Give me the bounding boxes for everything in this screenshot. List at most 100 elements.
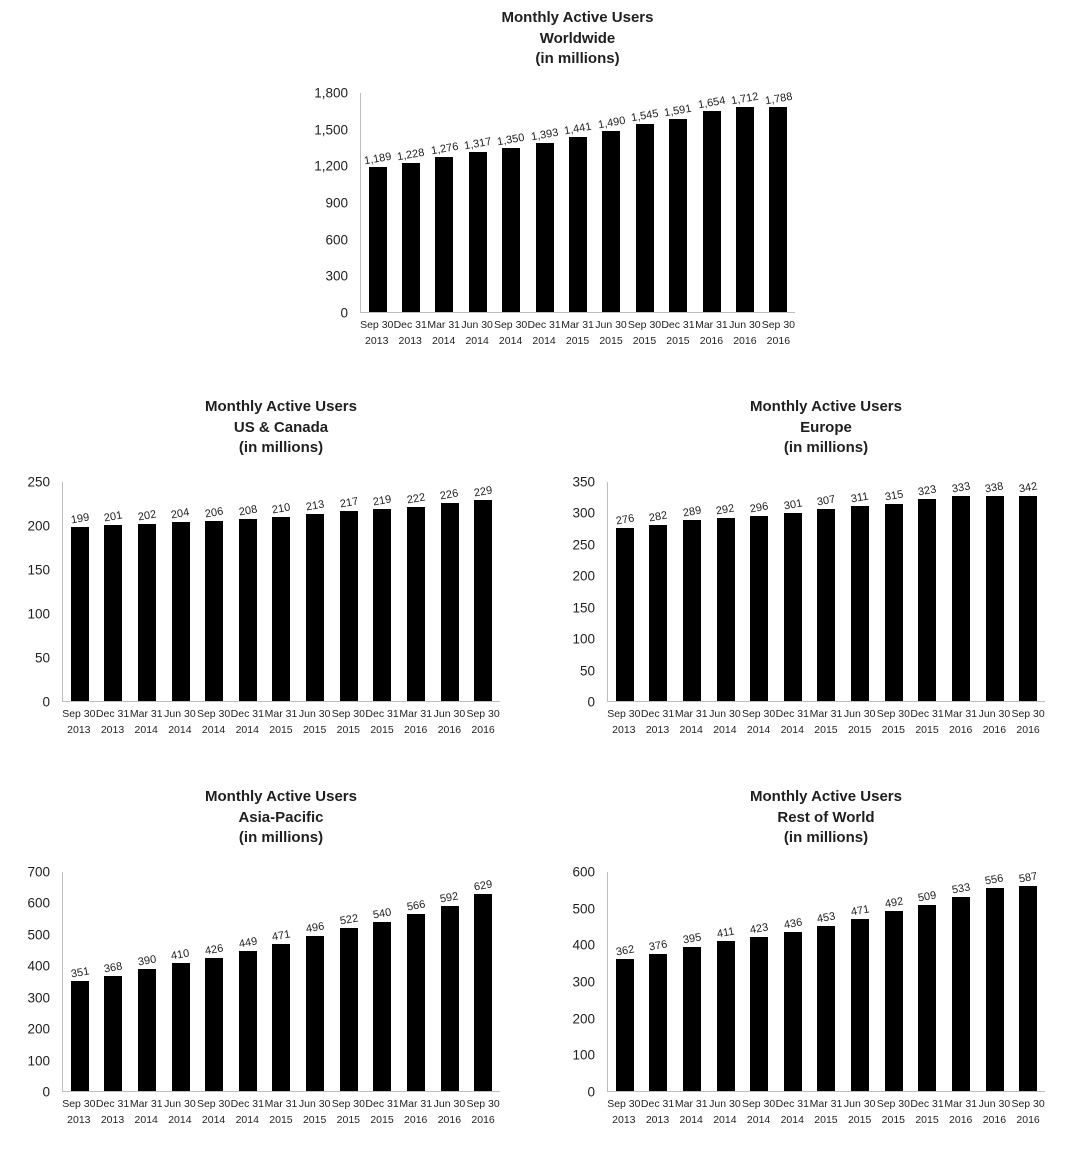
bar-value-label: 204 xyxy=(170,506,191,522)
bar-value-label: 1,350 xyxy=(496,131,526,149)
x-axis-category-label: Dec 31 2015 xyxy=(910,1097,944,1129)
x-axis-category-line: Jun 30 xyxy=(709,1098,741,1111)
x-axis-category-line: 2015 xyxy=(666,334,690,347)
x-axis-category-line: Sep 30 xyxy=(196,708,231,721)
x-axis-category-line: 2015 xyxy=(599,334,623,347)
x-axis-category-line: Sep 30 xyxy=(761,319,795,332)
x-axis-category-label: Sep 30 2015 xyxy=(332,1097,366,1129)
bar-value-label: 1,441 xyxy=(563,120,593,138)
bar-slot: 199 xyxy=(63,482,97,702)
plot-area: 1,189 1,228 1,276 1,317 1,350 1,393 1,441 1,490… xyxy=(360,91,795,314)
x-axis-category-line: 2016 xyxy=(733,334,757,347)
plot-column: 199 201 202 204 206 208 210 213 217 219 222 226 229 … xyxy=(62,482,500,739)
bar xyxy=(440,503,459,702)
x-axis-category-line: Dec 31 xyxy=(775,1098,809,1111)
bar xyxy=(851,506,870,702)
bar xyxy=(783,512,802,702)
bar-slot: 566 xyxy=(399,872,433,1092)
x-axis-category-line: Dec 31 xyxy=(230,708,264,721)
bar-value-label: 376 xyxy=(648,938,669,954)
bar-value-label: 540 xyxy=(372,906,393,922)
bar xyxy=(985,496,1004,702)
chart-worldwide: Monthly Active Users Worldwide (in million… xyxy=(308,8,795,350)
x-axis-category-label: Jun 30 2015 xyxy=(843,1097,877,1129)
bar xyxy=(339,510,358,702)
x-axis-category-line: Sep 30 xyxy=(741,708,776,721)
x-axis-category-label: Jun 30 2014 xyxy=(708,707,742,739)
x-axis-category-line: 2015 xyxy=(632,334,657,347)
x-axis-category-label: Jun 30 2015 xyxy=(843,707,877,739)
bar-slot: 208 xyxy=(231,482,265,702)
bar xyxy=(918,498,937,702)
x-axis-category-line: 2015 xyxy=(814,723,838,736)
bar xyxy=(1019,886,1038,1092)
bar-slot: 1,317 xyxy=(461,93,494,313)
x-axis-category-line: 2014 xyxy=(168,723,192,736)
bar xyxy=(750,936,769,1092)
x-axis-category-line: 2014 xyxy=(235,1113,259,1126)
x-axis-category-line: 2014 xyxy=(746,1113,771,1126)
bar xyxy=(104,975,123,1092)
plot-column: 1,189 1,228 1,276 1,317 1,350 1,393 1,441 1,490… xyxy=(360,91,795,350)
x-axis-category-label: Mar 31 2016 xyxy=(695,318,728,350)
bar-value-label: 301 xyxy=(782,497,803,513)
x-axis-category-label: Sep 30 2016 xyxy=(1011,1097,1045,1129)
bar-value-label: 1,276 xyxy=(429,140,460,158)
y-axis-tick-label: 200 xyxy=(572,568,595,584)
bar-slot: 533 xyxy=(944,872,978,1092)
x-axis-category-line: Mar 31 xyxy=(944,1098,978,1111)
x-axis-category-line: Sep 30 xyxy=(1011,1098,1045,1111)
bar-value-label: 436 xyxy=(782,916,803,932)
x-axis-category-line: 2014 xyxy=(465,334,489,347)
bar-slot: 362 xyxy=(608,872,642,1092)
x-axis-category-line: 2015 xyxy=(336,1113,361,1126)
x-axis-category-label: Jun 30 2015 xyxy=(298,707,332,739)
bar xyxy=(402,162,421,313)
x-axis-category-label: Sep 30 2013 xyxy=(62,707,96,739)
bar-slot: 471 xyxy=(843,872,877,1092)
y-axis-tick-label: 100 xyxy=(572,631,595,647)
bar xyxy=(468,151,487,313)
bar-value-label: 492 xyxy=(883,895,904,911)
x-axis-category-line: 2015 xyxy=(915,723,939,736)
y-axis-tick-label: 1,500 xyxy=(314,122,348,138)
bar xyxy=(205,957,224,1092)
x-axis-category-line: Mar 31 xyxy=(674,1098,708,1111)
x-axis-category-label: Dec 31 2014 xyxy=(775,707,809,739)
x-axis-category-line: Dec 31 xyxy=(640,708,675,721)
bar-slot: 289 xyxy=(675,482,709,702)
y-axis-tick-label: 400 xyxy=(27,958,50,974)
x-axis-category-label: Jun 30 2016 xyxy=(978,1097,1012,1129)
bar-value-label: 411 xyxy=(715,925,736,941)
x-axis-category-label: Sep 30 2013 xyxy=(607,1097,641,1129)
x-axis-category-label: Dec 31 2013 xyxy=(641,707,675,739)
chart-plot-row: 0 300 600 900 1,200 1,500 1,800 1,189 1,228 1,27… xyxy=(308,86,795,350)
x-axis-category-line: 2013 xyxy=(398,334,422,347)
bar-slot: 296 xyxy=(742,482,776,702)
bar-value-label: 390 xyxy=(136,953,158,969)
x-axis-category-label: Jun 30 2016 xyxy=(978,707,1012,739)
y-axis: 0 100 200 300 400 500 600 700 xyxy=(10,865,62,1100)
bar-value-label: 1,393 xyxy=(530,126,560,143)
y-axis-tick-label: 50 xyxy=(34,650,50,666)
bar-slot: 1,228 xyxy=(394,93,427,313)
chart-plot-row: 0 100 200 300 400 500 600 700 351 368 390 410 426 44… xyxy=(10,865,500,1129)
bar-value-label: 1,545 xyxy=(630,107,660,125)
x-axis-category-label: Jun 30 2014 xyxy=(163,1097,197,1129)
bar xyxy=(817,925,836,1092)
y-axis-tick-label: 150 xyxy=(27,562,50,578)
x-axis-category-label: Sep 30 2016 xyxy=(466,707,500,739)
x-axis-category-label: Sep 30 2014 xyxy=(197,1097,231,1129)
x-axis: Sep 30 2013 Dec 31 2013 Mar 31 2014 Jun 30 2014… xyxy=(360,318,795,350)
x-axis-category-line: Jun 30 xyxy=(709,708,741,721)
x-axis-category-label: Mar 31 2014 xyxy=(674,707,708,739)
bar-value-label: 395 xyxy=(681,931,703,947)
bar xyxy=(615,528,634,702)
x-axis-category-line: Sep 30 xyxy=(876,708,910,721)
x-axis-category-line: Dec 31 xyxy=(910,1098,944,1111)
x-axis-category-label: Sep 30 2014 xyxy=(742,707,776,739)
x-axis-category-line: Mar 31 xyxy=(264,708,298,721)
chart-title-line: US & Canada xyxy=(233,418,329,436)
x-axis-category-label: Mar 31 2014 xyxy=(129,707,163,739)
bar xyxy=(272,943,291,1092)
